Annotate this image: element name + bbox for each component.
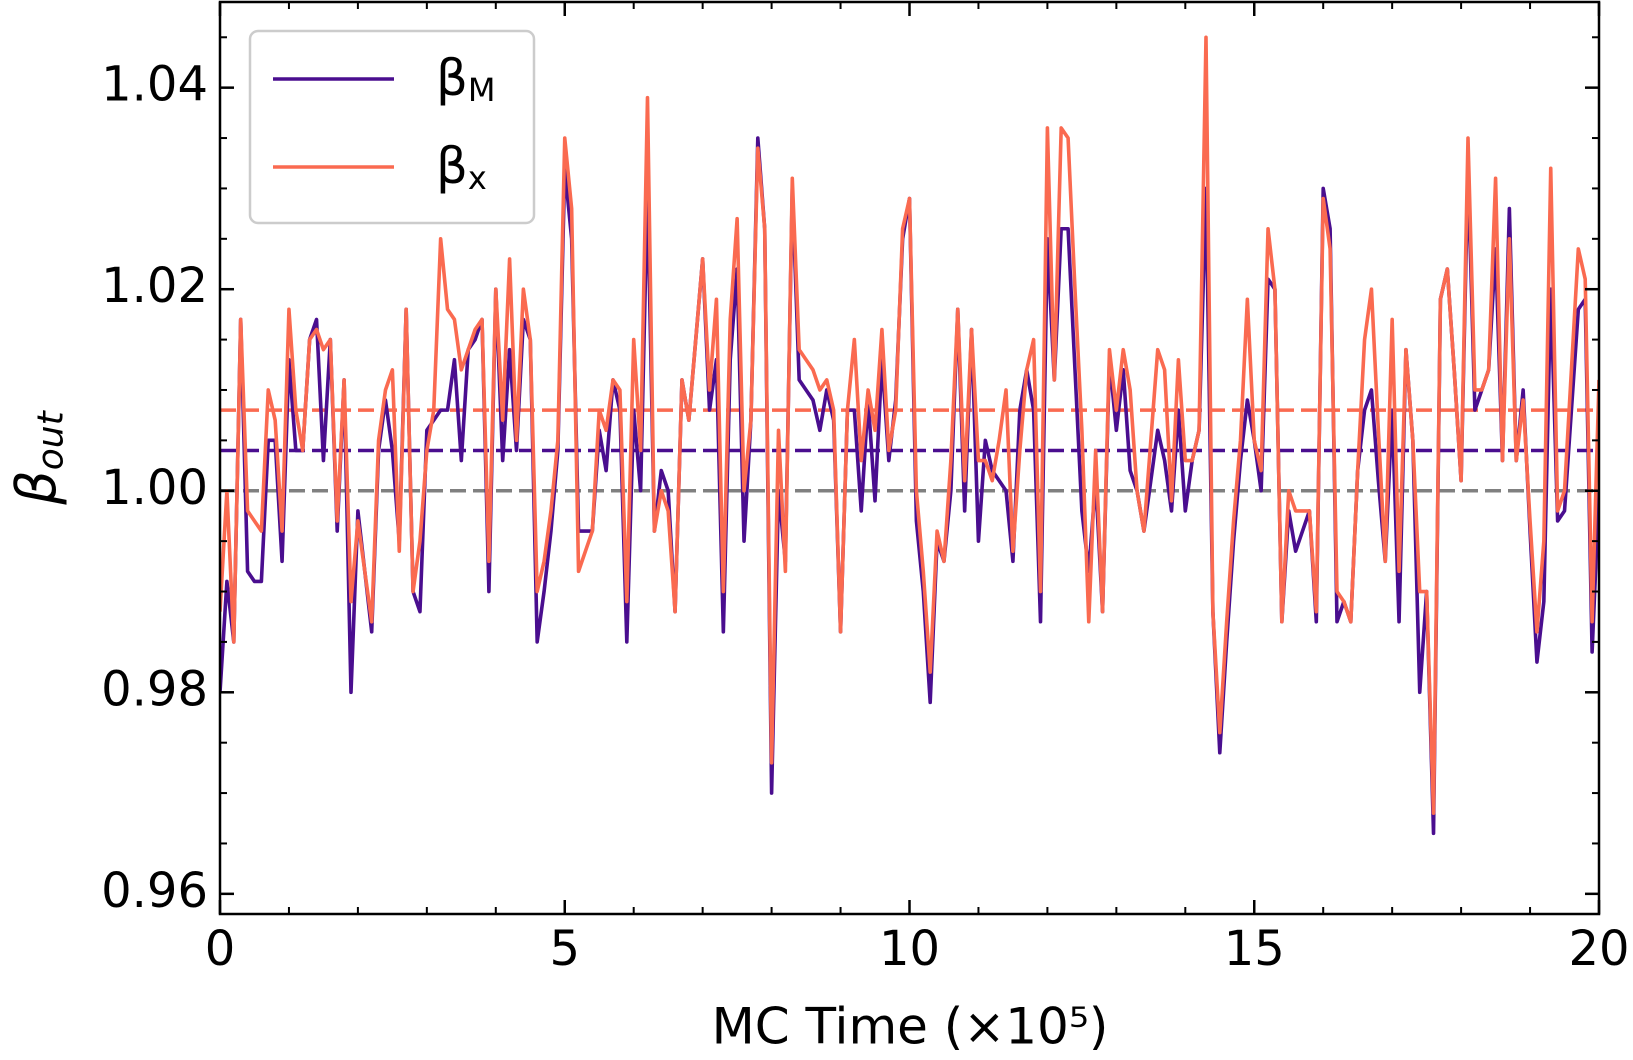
y-axis-label: βout <box>5 409 72 505</box>
legend-label: βx <box>436 137 487 198</box>
legend: βM βx <box>248 29 536 225</box>
legend-box <box>248 29 536 225</box>
x-tick-label: 15 <box>1224 921 1285 977</box>
y-tick-label: 1.04 <box>101 57 208 113</box>
y-tick-label: 1.00 <box>101 460 208 516</box>
x-axis-label: MC Time (×10⁵) <box>712 998 1109 1056</box>
series-line <box>220 35 1599 816</box>
y-tick-label: 1.02 <box>101 258 208 314</box>
x-tick-label: 20 <box>1568 921 1629 977</box>
x-tick-label: 0 <box>205 921 236 977</box>
x-tick-label: 5 <box>549 921 580 977</box>
x-tick-label: 10 <box>879 921 940 977</box>
y-tick-label: 0.98 <box>101 661 208 717</box>
y-tick-label: 0.96 <box>101 863 208 919</box>
legend-label: βM <box>436 49 496 110</box>
